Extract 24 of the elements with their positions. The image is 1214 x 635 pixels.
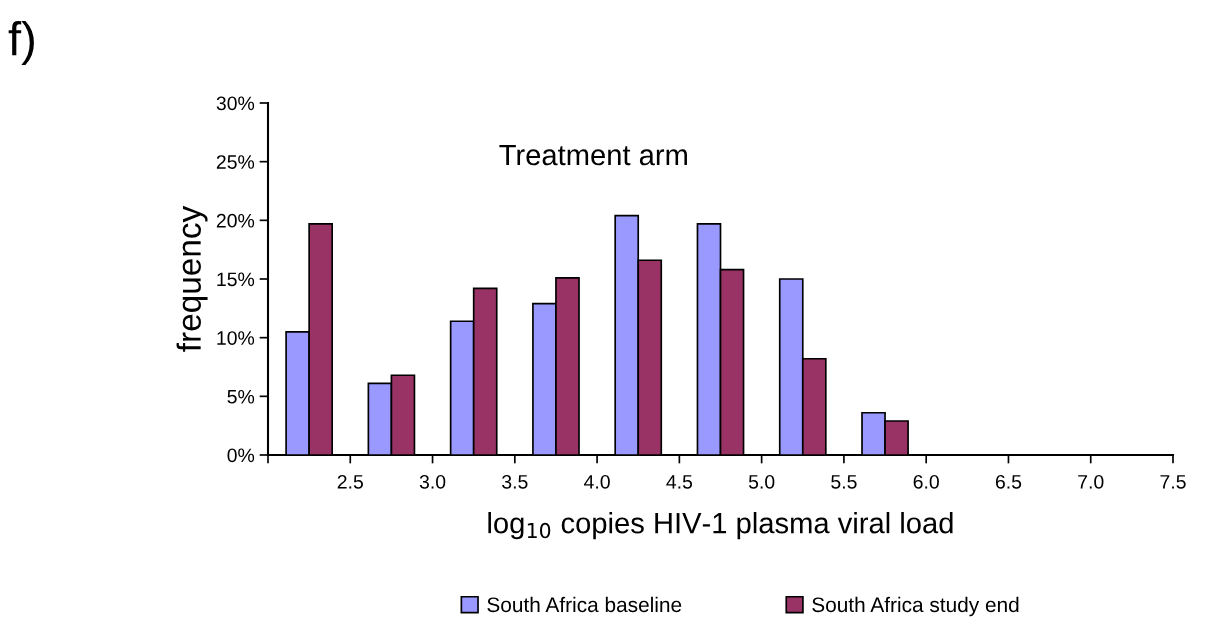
y-tick-label: 10%: [217, 331, 255, 345]
legend-label: South Africa study end: [812, 596, 1019, 617]
y-tick-label: 5%: [227, 389, 255, 404]
x-tick-label: 4.5: [666, 475, 693, 489]
y-tick-label: 20%: [216, 213, 255, 228]
text: Treatment arm: [499, 145, 687, 166]
x-tick-label: 5.0: [748, 474, 775, 489]
legend-label: South Africa baseline: [487, 596, 682, 613]
x-tick-label: 4.0: [584, 474, 610, 489]
x-tick-label: 2.5: [337, 474, 363, 489]
x-tick-label: 6.5: [995, 474, 1022, 489]
y-tick-label: 30%: [216, 96, 255, 111]
y-tick-label: 25%: [216, 155, 255, 169]
x-axis-title: log$_{10}$ copies HIV-1 plasma viral load: [488, 512, 953, 540]
x-tick-label: 3.5: [502, 474, 528, 489]
x-tick-label: 7.0: [1078, 474, 1104, 489]
y-axis-title: frequency: [176, 205, 208, 352]
y-tick-label: 0%: [227, 448, 255, 463]
x-tick-label: 6.0: [913, 474, 939, 489]
text: f): [8, 20, 34, 65]
x-tick-label: 5.5: [831, 475, 857, 489]
x-tick-label: 3.0: [419, 474, 446, 489]
y-tick-label: 15%: [217, 272, 255, 287]
x-tick-label: 7.5: [1160, 475, 1186, 489]
